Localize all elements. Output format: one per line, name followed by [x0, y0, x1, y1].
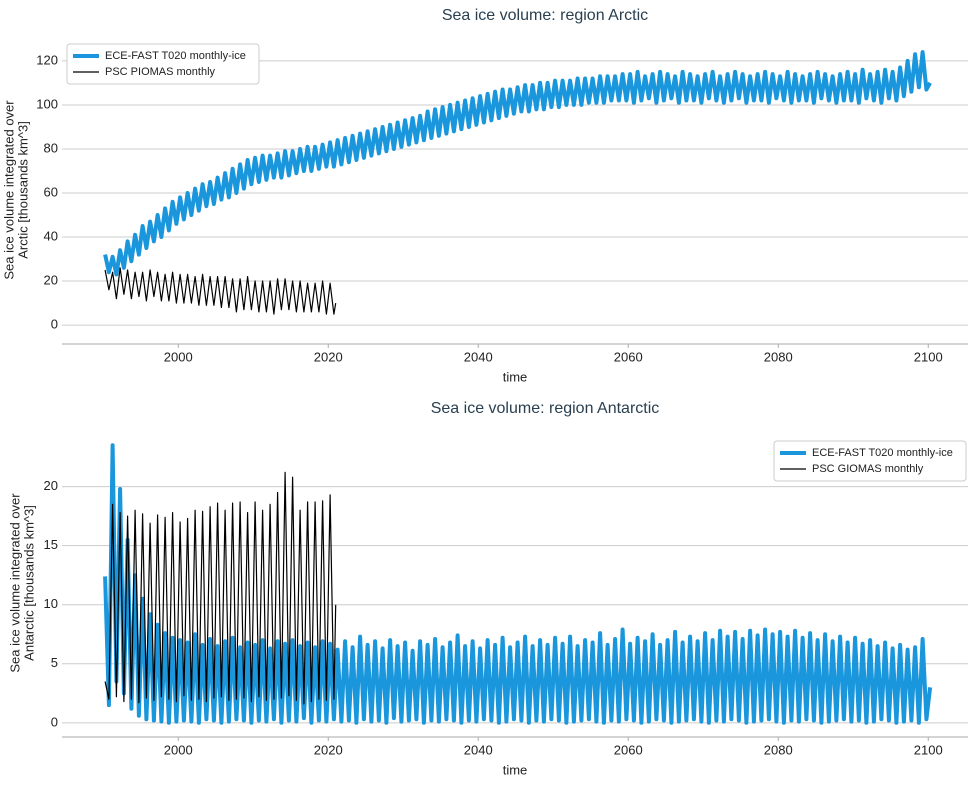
x-tick-label: 2080: [764, 742, 793, 757]
x-tick-label: 2060: [614, 742, 643, 757]
legend-label: PSC GIOMAS monthly: [812, 463, 924, 475]
legend-label: PSC PIOMAS monthly: [105, 66, 216, 78]
x-tick-label: 2040: [464, 349, 493, 364]
y-tick-label: 20: [44, 478, 58, 493]
y-tick-label: 100: [36, 96, 58, 111]
x-tick-label: 2020: [314, 742, 343, 757]
legend-box: [66, 43, 260, 85]
x-tick-label: 2100: [914, 349, 943, 364]
series-line: [103, 50, 932, 277]
y-tick-label: 15: [44, 537, 58, 552]
x-axis-label: time: [503, 762, 528, 777]
legend: ECE-FAST T020 monthly-ice PSC PIOMAS mont…: [66, 43, 260, 85]
legend: ECE-FAST T020 monthly-ice PSC GIOMAS mont…: [773, 440, 967, 482]
subplot: Sea ice volume: region Arctic02040608010…: [1, 7, 968, 384]
y-axis-label: Sea ice volume integrated over: [7, 493, 22, 673]
chart-title: Sea ice volume: region Antarctic: [431, 400, 660, 417]
y-axis-label: Sea ice volume integrated over: [1, 100, 16, 280]
series-line: [104, 471, 337, 705]
x-tick-label: 2080: [764, 349, 793, 364]
x-axis-label: time: [503, 369, 528, 384]
x-tick-label: 2100: [914, 742, 943, 757]
y-tick-label: 0: [51, 317, 58, 332]
y-tick-label: 10: [44, 596, 58, 611]
y-tick-label: 40: [44, 228, 58, 243]
legend-label: ECE-FAST T020 monthly-ice: [105, 50, 246, 62]
series-line: [104, 267, 337, 315]
y-axis-label: Arctic [thousands km^3]: [15, 121, 30, 259]
subplot: Sea ice volume: region Antarctic 0 5 10 15 20…: [7, 400, 968, 777]
y-tick-label: 80: [44, 140, 58, 155]
x-tick-label: 2020: [314, 349, 343, 364]
legend-label: ECE-FAST T020 monthly-ice: [812, 447, 953, 459]
y-axis-label: Antarctic [thousands km^3]: [21, 505, 36, 661]
legend-box: [773, 440, 967, 482]
x-tick-label: 2060: [614, 349, 643, 364]
chart-title: Sea ice volume: region Arctic: [442, 7, 648, 24]
y-tick-label: 120: [36, 52, 58, 67]
x-tick-label: 2000: [164, 742, 193, 757]
y-tick-label: 0: [51, 714, 58, 729]
y-tick-label: 20: [44, 272, 58, 287]
x-tick-label: 2040: [464, 742, 493, 757]
series-line: [103, 443, 933, 725]
y-tick-label: 5: [51, 655, 58, 670]
y-tick-label: 60: [44, 184, 58, 199]
x-tick-label: 2000: [164, 349, 193, 364]
